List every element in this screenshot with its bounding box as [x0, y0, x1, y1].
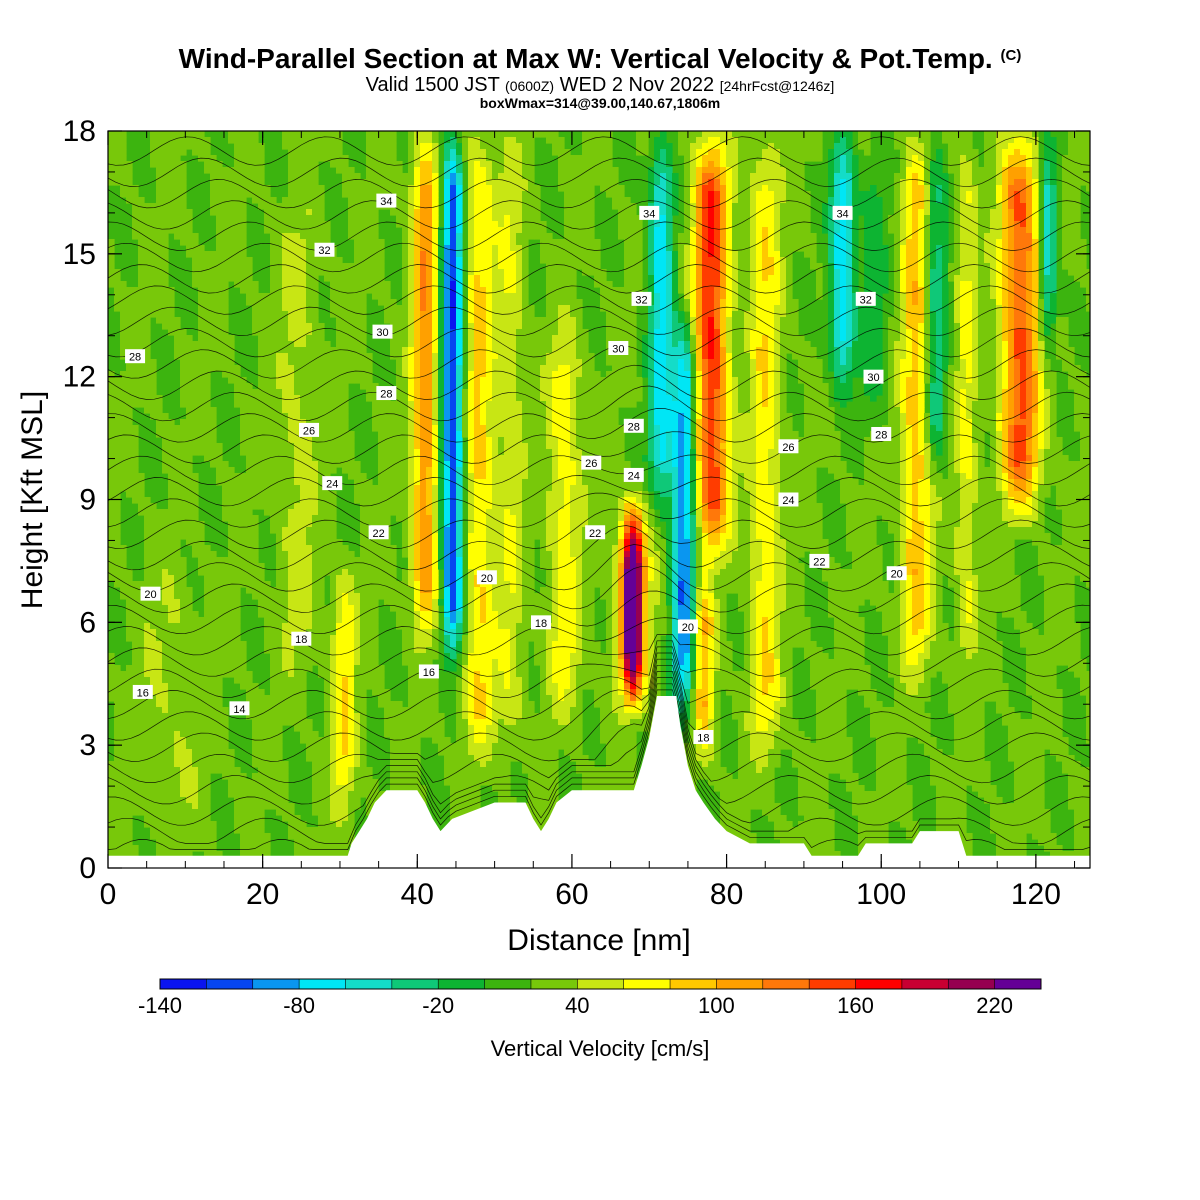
chart-subtitle: Valid 1500 JST (0600Z) WED 2 Nov 2022 [2… — [0, 75, 1200, 96]
y-tick-label: 12 — [63, 361, 96, 394]
theta-label: 26 — [581, 455, 602, 470]
theta-label: 18 — [291, 631, 312, 646]
y-tick-label: 9 — [79, 484, 96, 517]
x-axis: 0 20 40 60 80 100 120 — [100, 131, 1076, 911]
theta-label: 24 — [623, 467, 644, 482]
colorbar-swatch — [994, 979, 1042, 989]
theta-label: 16 — [418, 664, 439, 679]
terrain — [108, 696, 1090, 868]
colorbar-tick-label: -80 — [283, 993, 315, 1018]
theta-label: 24 — [322, 476, 343, 491]
chart-title-text: Wind-Parallel Section at Max W: Vertical… — [178, 43, 993, 74]
theta-label: 28 — [623, 418, 644, 433]
y-tick-label: 6 — [79, 606, 96, 639]
y-tick-label: 15 — [63, 238, 96, 271]
colorbar-tick-label: 220 — [976, 993, 1013, 1018]
colorbar-swatch — [901, 979, 949, 989]
copyright-mark: (C) — [1000, 47, 1022, 64]
x-tick-label: 40 — [401, 878, 434, 911]
y-tick-label: 0 — [79, 852, 96, 885]
chart-title: Wind-Parallel Section at Max W: Vertical… — [0, 40, 1200, 75]
theta-label: 34 — [376, 193, 397, 208]
theta-label: 24 — [778, 492, 799, 507]
colorbar-swatch — [762, 979, 810, 989]
theta-label: 22 — [809, 553, 830, 568]
colorbar-swatch — [484, 979, 532, 989]
velocity-field — [108, 131, 1090, 868]
box-max-line: boxWmax=314@39.00,140.67,1806m — [479, 95, 721, 111]
colorbar-tick-label: -140 — [138, 993, 182, 1018]
colorbar-swatch — [391, 979, 439, 989]
colorbar-tick-label: -20 — [422, 993, 454, 1018]
x-tick-label: 120 — [1011, 878, 1061, 911]
theta-label: 34 — [639, 205, 660, 220]
colorbar-tick-label: 40 — [565, 993, 589, 1018]
colorbar-swatch — [948, 979, 996, 989]
theta-label: 26 — [778, 439, 799, 454]
theta-label: 30 — [608, 341, 629, 356]
theta-label: 30 — [863, 369, 884, 384]
colorbar-swatch — [577, 979, 625, 989]
x-tick-label: 100 — [856, 878, 906, 911]
theta-label: 18 — [693, 729, 714, 744]
theta-label: 20 — [476, 570, 497, 585]
x-tick-label: 0 — [100, 878, 117, 911]
colorbar-swatch — [670, 979, 717, 989]
colorbar-swatch — [252, 979, 300, 989]
colorbar-tick-label: 160 — [837, 993, 874, 1018]
theta-label: 26 — [299, 422, 320, 437]
theta-label: 34 — [832, 205, 853, 220]
y-axis: 0 3 6 9 12 15 18 — [63, 115, 1090, 885]
colorbar-swatch — [530, 979, 578, 989]
colorbar-tick-label: 100 — [698, 993, 735, 1018]
x-tick-label: 60 — [555, 878, 588, 911]
theta-label: 20 — [677, 619, 698, 634]
forecast-label: [24hrFcst@1246z] — [719, 78, 835, 94]
title-block: Wind-Parallel Section at Max W: Vertical… — [0, 40, 1200, 110]
colorbar-label: Vertical Velocity [cm/s] — [491, 1036, 710, 1061]
x-tick-label: 80 — [710, 878, 743, 911]
y-tick-label: 18 — [63, 115, 96, 148]
colorbar-swatch — [299, 979, 346, 989]
theta-contours — [108, 136, 1090, 850]
theta-label: 20 — [140, 586, 161, 601]
colorbar-swatch — [345, 979, 393, 989]
colorbar-swatch — [855, 979, 903, 989]
theta-label: 20 — [886, 566, 907, 581]
x-tick-label: 20 — [246, 878, 279, 911]
colorbar-swatch — [716, 979, 764, 989]
theta-label: 18 — [531, 615, 552, 630]
valid-date: WED 2 Nov 2022 — [559, 74, 715, 96]
theta-label: 22 — [368, 525, 389, 540]
theta-label: 22 — [585, 525, 606, 540]
colorbar-swatch — [623, 979, 671, 989]
colorbar-swatch — [438, 979, 486, 989]
y-axis-label: Height [Kft MSL] — [16, 391, 49, 609]
valid-utc: (0600Z) — [505, 78, 555, 94]
y-tick-label: 3 — [79, 729, 96, 762]
x-axis-label: Distance [nm] — [507, 924, 690, 957]
theta-label: 32 — [855, 291, 876, 306]
theta-label: 28 — [871, 426, 892, 441]
theta-label: 30 — [372, 324, 393, 339]
theta-labels: 28 32 34 30 28 26 24 22 20 18 16 14 16 20 18 22 26 30 32 34… — [125, 193, 907, 744]
theta-label: 28 — [125, 349, 146, 364]
colorbar-swatch — [160, 979, 207, 989]
theta-label: 32 — [314, 242, 335, 257]
colorbar: -140 -80 -20 40 100 160 220 — [138, 978, 1042, 1018]
theta-label: 16 — [132, 684, 153, 699]
theta-label: 32 — [631, 291, 652, 306]
valid-time: Valid 1500 JST — [365, 74, 500, 96]
theta-label: 14 — [229, 701, 250, 716]
colorbar-swatch — [206, 979, 254, 989]
theta-label: 28 — [376, 386, 397, 401]
colorbar-swatch — [809, 979, 857, 989]
